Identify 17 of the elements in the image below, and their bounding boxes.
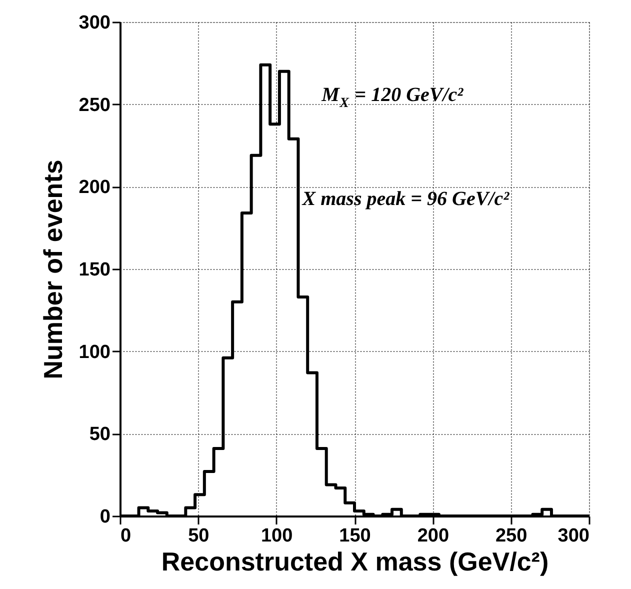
x-axis-title: Reconstructed X mass (GeV/c²) bbox=[161, 546, 549, 576]
y-tick-label: 150 bbox=[78, 260, 110, 280]
y-tick-label: 0 bbox=[100, 506, 110, 528]
y-tick-label: 50 bbox=[89, 424, 110, 446]
x-tick-label: 150 bbox=[339, 526, 371, 546]
y-tick-label: 250 bbox=[78, 94, 110, 116]
x-tick-label: 300 bbox=[558, 526, 590, 546]
x-tick-label: 200 bbox=[417, 526, 450, 546]
x-tick-label: 0 bbox=[120, 526, 132, 546]
annotation: X mass peak = 96 GeV/c² bbox=[301, 188, 510, 210]
y-tick-label: 100 bbox=[78, 342, 110, 363]
x-tick-label: 250 bbox=[495, 526, 528, 546]
x-tick-label: 50 bbox=[188, 526, 210, 546]
y-tick-label: 300 bbox=[78, 12, 110, 34]
y-tick-label: 200 bbox=[78, 177, 110, 198]
x-tick-label: 100 bbox=[260, 526, 293, 546]
y-axis-title: Number of events bbox=[38, 160, 68, 380]
